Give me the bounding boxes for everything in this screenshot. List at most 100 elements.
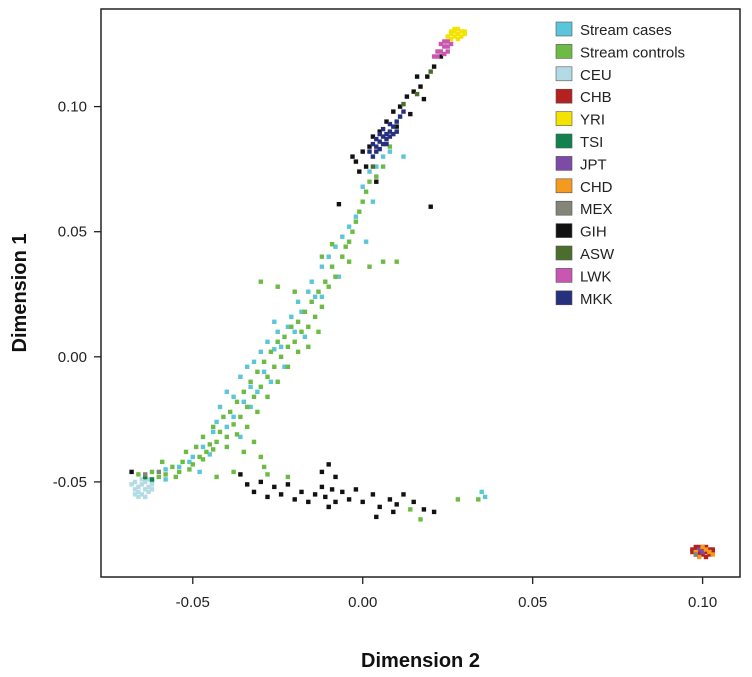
point-gih	[333, 499, 338, 505]
point-stream-cases	[231, 394, 236, 399]
legend-label-jpt: JPT	[580, 156, 607, 173]
point-stream-controls	[306, 344, 311, 349]
point-mex	[143, 472, 148, 477]
point-stream-cases	[163, 477, 168, 482]
point-stream-controls	[221, 414, 226, 420]
point-stream-cases	[207, 452, 212, 457]
point-chb	[693, 547, 698, 552]
point-stream-cases	[299, 309, 304, 314]
point-gih	[326, 504, 331, 510]
y-tick-label: -0.05	[53, 474, 87, 491]
point-mkk	[387, 134, 393, 139]
point-gih	[438, 54, 444, 59]
point-stream-controls	[380, 259, 386, 264]
point-stream-cases	[479, 489, 484, 495]
point-stream-cases	[285, 324, 291, 329]
point-asw	[428, 69, 433, 74]
point-stream-cases	[251, 359, 257, 364]
point-stream-controls	[275, 379, 280, 384]
point-stream-cases	[387, 149, 393, 154]
point-chd	[703, 547, 709, 552]
point-ceu	[129, 482, 134, 487]
point-stream-controls	[231, 422, 236, 427]
point-stream-cases	[214, 419, 219, 425]
point-gih	[431, 64, 437, 69]
point-stream-cases	[224, 424, 229, 430]
point-gih	[391, 509, 396, 515]
point-mkk	[370, 154, 376, 159]
point-yri	[452, 34, 457, 39]
point-ceu	[136, 484, 141, 490]
point-stream-controls	[353, 219, 359, 224]
point-gih	[306, 499, 311, 505]
legend-label-lwk: LWK	[580, 268, 611, 285]
point-stream-cases	[380, 154, 386, 159]
point-gih	[353, 487, 359, 492]
point-asw	[401, 101, 406, 107]
point-stream-controls	[312, 314, 318, 319]
point-stream-cases	[241, 399, 246, 404]
point-stream-controls	[265, 374, 270, 379]
point-chd	[700, 544, 705, 550]
point-gih	[377, 129, 382, 134]
point-yri	[452, 29, 457, 34]
point-gih	[326, 462, 331, 467]
point-asw	[414, 91, 420, 97]
point-gih	[384, 119, 389, 124]
point-gih	[360, 499, 365, 505]
point-mkk	[380, 126, 386, 132]
point-stream-controls	[326, 284, 331, 289]
point-stream-cases	[319, 294, 325, 299]
point-stream-controls	[190, 462, 195, 467]
point-stream-cases	[231, 414, 236, 420]
point-lwk	[442, 51, 447, 57]
point-gih	[408, 111, 413, 117]
point-stream-controls	[160, 459, 165, 465]
point-gih	[391, 109, 396, 114]
point-ceu	[132, 487, 138, 492]
point-stream-cases	[163, 467, 168, 472]
point-stream-controls	[248, 379, 253, 384]
point-mkk	[370, 141, 376, 147]
x-axis-title: Dimension 2	[361, 650, 480, 672]
point-stream-controls	[214, 439, 219, 445]
point-stream-cases	[326, 254, 331, 259]
point-stream-cases	[255, 389, 260, 394]
point-ceu	[149, 482, 155, 487]
point-stream-cases	[245, 364, 250, 369]
x-tick-label: 0.10	[688, 594, 717, 611]
point-gih	[401, 492, 406, 497]
point-stream-cases	[265, 339, 270, 344]
point-jpt	[697, 547, 702, 552]
legend-swatch-mkk	[555, 290, 573, 306]
legend-label-stream-controls: Stream controls	[580, 44, 685, 61]
point-stream-cases	[190, 454, 195, 460]
point-stream-cases	[258, 349, 263, 354]
point-stream-controls	[285, 344, 291, 349]
point-stream-controls	[211, 424, 216, 430]
point-stream-controls	[156, 474, 161, 480]
point-lwk	[442, 39, 447, 44]
point-stream-controls	[251, 394, 257, 399]
point-mkk	[384, 131, 389, 137]
point-chb	[703, 549, 709, 555]
point-chb	[710, 549, 715, 555]
point-stream-controls	[329, 264, 335, 269]
point-stream-controls	[285, 474, 291, 480]
point-stream-controls	[187, 467, 192, 472]
point-stream-controls	[272, 364, 277, 369]
point-stream-controls	[295, 319, 301, 324]
point-chd	[707, 549, 712, 555]
point-stream-cases	[238, 434, 243, 440]
point-yri	[448, 36, 454, 42]
point-stream-controls	[418, 517, 423, 522]
point-gih	[367, 144, 372, 149]
legend: Stream cases Stream controls CEU CHB YRI TSI J…	[555, 21, 685, 308]
data-points-layer	[129, 26, 715, 560]
point-stream-cases	[367, 169, 372, 174]
point-stream-controls	[374, 174, 379, 179]
point-mkk	[387, 121, 393, 127]
legend-label-stream-cases: Stream cases	[580, 22, 672, 39]
legend-swatch-yri	[555, 111, 573, 126]
point-lwk	[435, 49, 440, 54]
